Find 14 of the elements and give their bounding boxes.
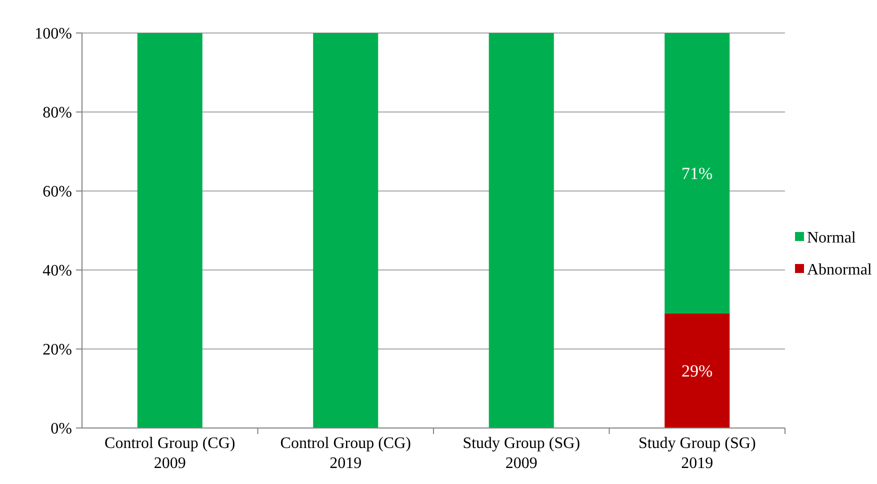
x-tick-label: Control Group (CG) 2009	[104, 435, 236, 472]
y-tick-label: 60%	[42, 184, 72, 201]
data-label: 71%	[682, 164, 713, 184]
y-tick-label: 80%	[42, 104, 72, 122]
x-tick-label: Study Group (SG) 2009	[462, 435, 580, 472]
x-tick-label: Control Group (CG) 2019	[280, 435, 411, 472]
x-tick-label: Study Group (SG) 2019	[638, 435, 756, 472]
y-tick-label: 20%	[42, 342, 72, 359]
y-tick-label: 100%	[34, 26, 72, 43]
data-label: 29%	[682, 362, 713, 381]
y-tick-label: 40%	[42, 262, 72, 280]
legend-label: Normal	[807, 230, 856, 247]
legend-label: Abnormal	[807, 262, 872, 279]
y-tick-label: 0%	[50, 420, 72, 438]
